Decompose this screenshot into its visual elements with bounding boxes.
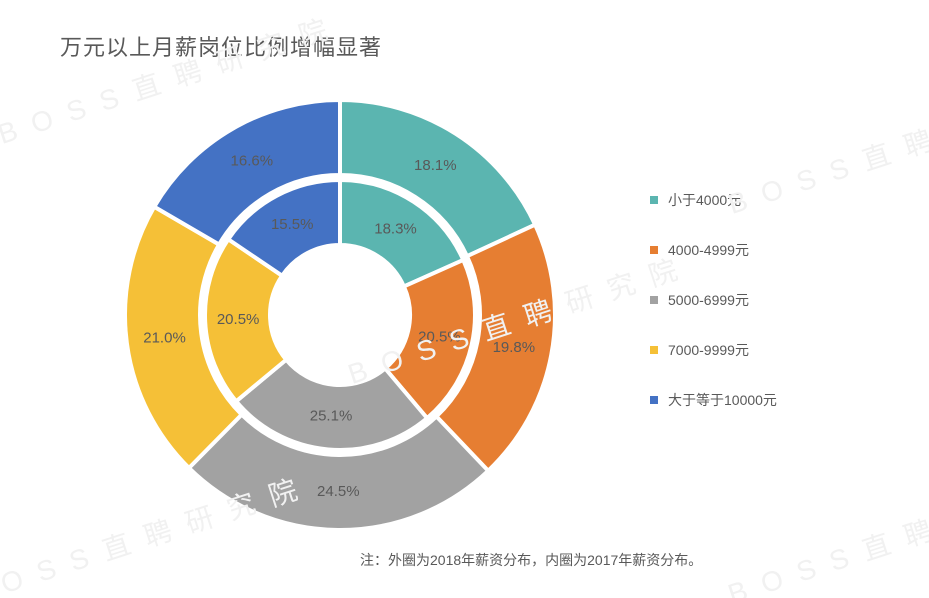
slice-label: 16.6% xyxy=(231,152,274,169)
legend-swatch xyxy=(650,396,658,404)
donut-chart: 18.1% 19.8% 24.5% 21.0% 16.6% 18.3% 20.5% 25.1%… xyxy=(120,95,560,535)
slice-label: 24.5% xyxy=(317,483,360,500)
legend-label: 4000-4999元 xyxy=(668,240,749,260)
chart-footnote: 注：外圈为2018年薪资分布，内圈为2017年薪资分布。 xyxy=(360,550,702,570)
legend-swatch xyxy=(650,296,658,304)
legend-item-ge10000: 大于等于10000元 xyxy=(650,390,777,410)
slice-label: 25.1% xyxy=(310,408,353,425)
slice-label: 15.5% xyxy=(271,216,314,233)
legend-label: 7000-9999元 xyxy=(668,340,749,360)
slice-label: 21.0% xyxy=(143,329,186,346)
slice-label: 18.3% xyxy=(374,220,417,237)
legend-swatch xyxy=(650,196,658,204)
slice-label: 20.5% xyxy=(418,329,461,346)
legend-swatch xyxy=(650,346,658,354)
legend-label: 小于4000元 xyxy=(668,190,741,210)
legend-item-7000_9999: 7000-9999元 xyxy=(650,340,777,360)
watermark: B O S S 直 聘 研 究 院 xyxy=(722,467,929,598)
legend: 小于4000元 4000-4999元 5000-6999元 7000-9999元大于等… xyxy=(650,190,777,440)
legend-label: 5000-6999元 xyxy=(668,290,749,310)
chart-title: 万元以上月薪岗位比例增幅显著 xyxy=(60,30,382,62)
legend-item-5000_6999: 5000-6999元 xyxy=(650,290,777,310)
slice-label: 18.1% xyxy=(414,157,457,174)
legend-item-4000_4999: 4000-4999元 xyxy=(650,240,777,260)
slice-label: 20.5% xyxy=(217,311,260,328)
legend-swatch xyxy=(650,246,658,254)
legend-item-lt4000: 小于4000元 xyxy=(650,190,777,210)
slice-label: 19.8% xyxy=(493,339,536,356)
legend-label: 大于等于10000元 xyxy=(668,390,777,410)
